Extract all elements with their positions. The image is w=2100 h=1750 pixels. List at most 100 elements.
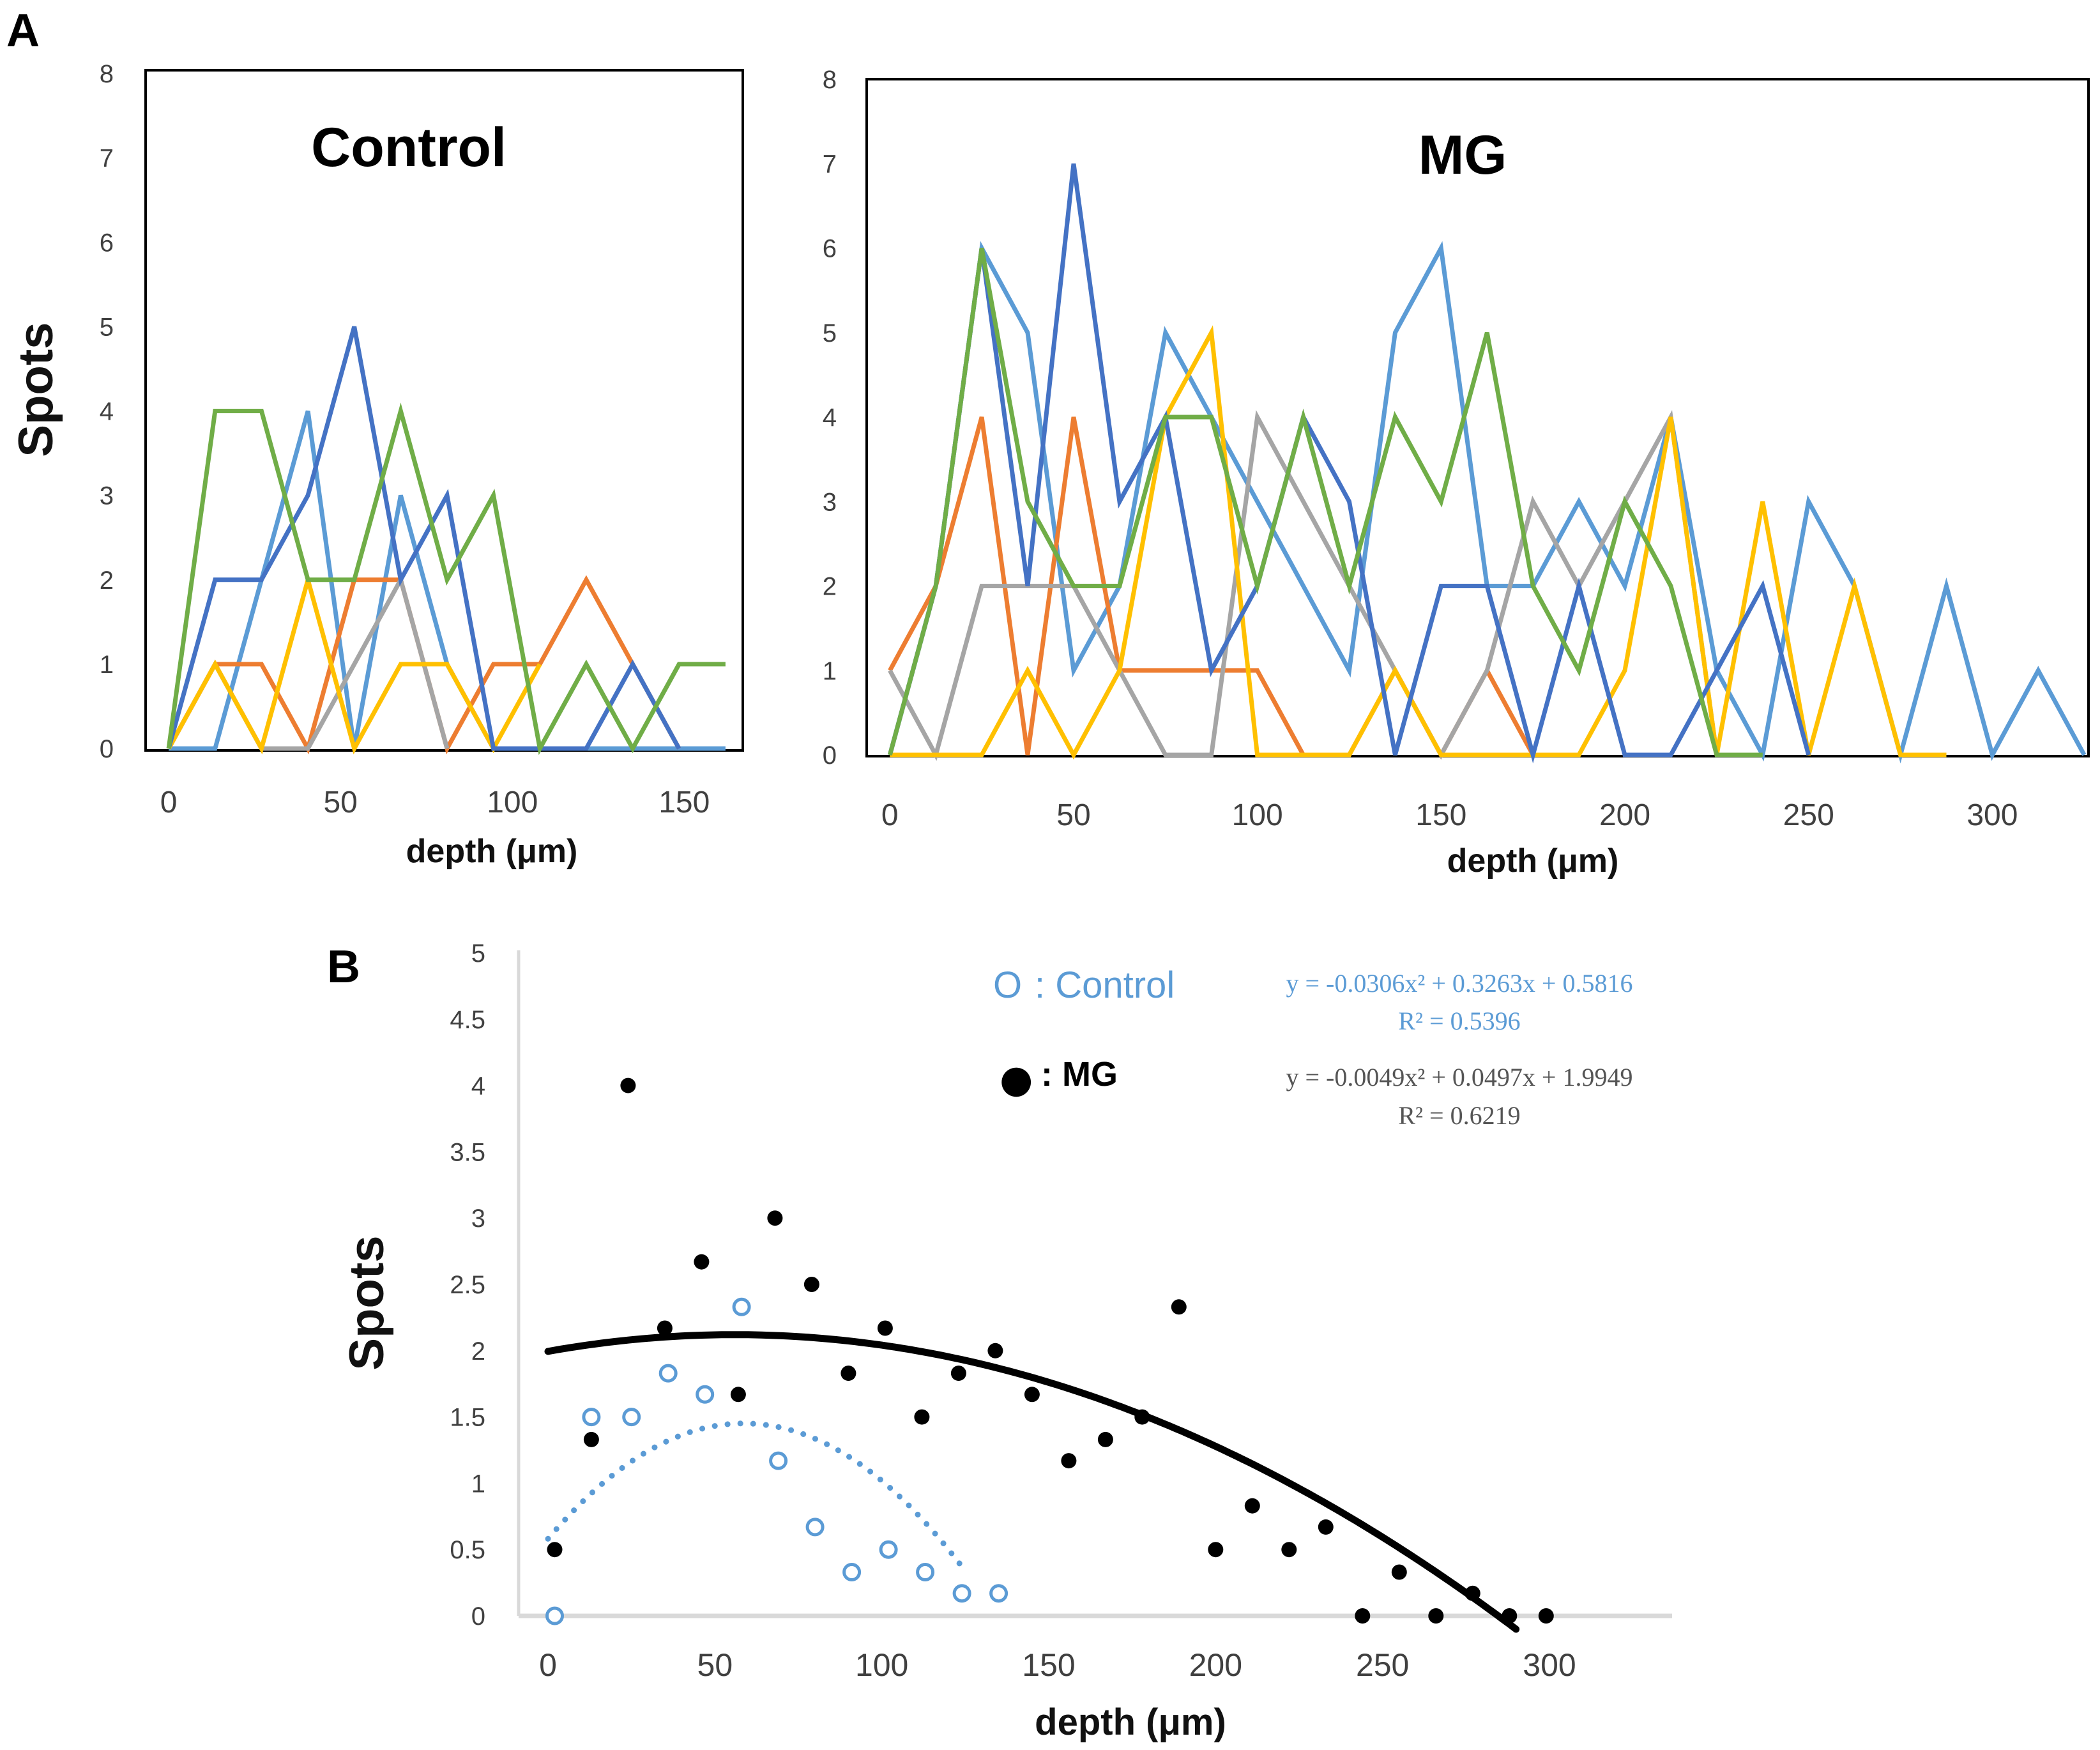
control-y-ticks: 0 1 2 3 4 5 6 7 8: [100, 60, 114, 763]
panel-label-a: A: [6, 5, 40, 56]
mg-x-tick-label: 250: [1783, 798, 1834, 832]
mg-y-tick-label: 7: [823, 150, 837, 178]
mg-series-6-line: [887, 247, 1763, 757]
control-equation: y = -0.0306x² + 0.3263x + 0.5816: [1286, 969, 1633, 998]
fit-x-tick-label: 250: [1356, 1647, 1409, 1683]
mg-y-tick-label: 0: [823, 742, 837, 770]
control-y-axis-label: Spots: [9, 322, 63, 457]
control-chart-title: Control: [311, 117, 506, 178]
fit-mg-point: [1465, 1585, 1480, 1601]
control-y-tick-label: 2: [100, 567, 114, 595]
fit-x-tick-label: 300: [1523, 1647, 1576, 1683]
mg-y-tick-label: 2: [823, 573, 837, 601]
mg-y-tick-label: 4: [823, 404, 837, 432]
fit-control-point: [622, 1408, 641, 1427]
control-x-tick-label: 0: [160, 786, 178, 819]
fit-mg-point: [730, 1387, 746, 1403]
mg-x-tick-label: 200: [1599, 798, 1650, 832]
control-series-5-line: [166, 326, 681, 751]
mg-y-tick-label: 6: [823, 235, 837, 263]
fit-control-point: [952, 1584, 971, 1603]
fit-mg-point: [1281, 1542, 1297, 1558]
fit-x-tick-label: 0: [539, 1647, 557, 1683]
fit-mg-point: [1097, 1431, 1113, 1447]
fit-control-point: [696, 1385, 715, 1404]
fit-control-point: [545, 1606, 564, 1625]
fit-x-tick-label: 150: [1022, 1647, 1075, 1683]
control-line-chart: Control 0 1 2 3 4 5 6 7 8 0 50 100 150 depth (μm) S…: [9, 60, 744, 870]
fit-y-axis-label: Spots: [340, 1235, 394, 1370]
fit-mg-point: [1502, 1608, 1518, 1624]
control-r2: R² = 0.5396: [1398, 1007, 1520, 1035]
fit-mg-point: [1355, 1608, 1371, 1624]
fit-mg-trend-line: [544, 1331, 1520, 1633]
fit-mg-point: [583, 1431, 599, 1447]
mg-series-4-line: [890, 325, 1947, 760]
control-y-tick-label: 3: [100, 482, 114, 510]
mg-line-chart: MG 0 1 2 3 4 5 6 7 8 0 50 100 150 200 250 300 depth (μ…: [823, 66, 2090, 879]
control-series-6-line: [166, 402, 726, 756]
mg-series: [887, 163, 2087, 764]
control-y-tick-label: 5: [100, 313, 114, 341]
fit-y-tick-label: 3.5: [450, 1138, 485, 1166]
fit-mg-point: [1171, 1299, 1187, 1315]
fit-mg-point: [1024, 1387, 1040, 1403]
mg-y-tick-label: 1: [823, 657, 837, 685]
control-series: [166, 326, 726, 756]
fit-mg-point: [877, 1320, 893, 1336]
mg-x-tick-label: 300: [1967, 798, 2018, 832]
fit-mg-point: [1134, 1409, 1150, 1425]
panel-label-b: B: [327, 941, 360, 993]
mg-y-ticks: 0 1 2 3 4 5 6 7 8: [823, 66, 837, 770]
fit-mg-point: [767, 1210, 783, 1226]
fit-mg-point: [841, 1366, 856, 1381]
fit-mg-point: [547, 1542, 563, 1558]
fit-mg-point: [950, 1366, 966, 1381]
control-x-axis-label: depth (μm): [406, 833, 578, 870]
fit-mg-point: [620, 1077, 636, 1093]
fit-control-trend-line: [545, 1420, 965, 1570]
fit-y-tick-label: 2: [471, 1337, 485, 1366]
fit-mg-point: [803, 1277, 819, 1292]
fit-legend: O : Control ● : MG: [993, 964, 1175, 1102]
control-y-tick-label: 6: [100, 229, 114, 257]
fit-trend-lines: [544, 1331, 1520, 1633]
control-y-tick-label: 8: [100, 60, 114, 88]
mg-equation: y = -0.0049x² + 0.0497x + 1.9949: [1286, 1063, 1633, 1092]
fit-y-tick-label: 1: [471, 1470, 485, 1498]
fit-control-point: [989, 1584, 1008, 1603]
control-y-tick-label: 4: [100, 398, 114, 426]
control-x-tick-label: 100: [487, 786, 538, 819]
fit-control-point: [879, 1540, 898, 1559]
mg-chart-title: MG: [1419, 125, 1507, 186]
fit-control-point: [732, 1297, 751, 1316]
mg-y-tick-label: 3: [823, 488, 837, 516]
fit-x-ticks: 0 50 100 150 200 250 300: [539, 1647, 1576, 1683]
control-y-tick-label: 1: [100, 651, 114, 679]
mg-y-tick-label: 5: [823, 319, 837, 347]
mg-series-1-line: [887, 241, 2087, 764]
fit-mg-point: [1208, 1542, 1224, 1558]
mg-x-tick-label: 100: [1232, 798, 1283, 832]
legend-control-marker: O: [993, 964, 1022, 1006]
control-series-4-line: [167, 571, 542, 755]
fit-y-tick-label: 4.5: [450, 1006, 485, 1034]
fit-x-tick-label: 200: [1189, 1647, 1242, 1683]
fit-points: [545, 1077, 1554, 1625]
mg-x-tick-label: 0: [881, 798, 899, 832]
fit-control-point: [658, 1364, 678, 1383]
mg-x-ticks: 0 50 100 150 200 250 300: [881, 798, 2018, 832]
fit-y-tick-label: 0.5: [450, 1536, 485, 1564]
legend-control-label: : Control: [1035, 964, 1175, 1006]
fit-y-tick-label: 3: [471, 1205, 485, 1233]
mg-r2: R² = 0.6219: [1398, 1101, 1520, 1130]
fit-mg-point: [694, 1254, 710, 1270]
fit-mg-point: [987, 1343, 1003, 1358]
fit-mg-point: [1391, 1564, 1407, 1580]
fit-y-tick-label: 1.5: [450, 1404, 485, 1432]
fit-x-tick-label: 50: [697, 1647, 733, 1683]
control-y-tick-label: 0: [100, 735, 114, 763]
fit-scatter-chart: 0 0.5 1 1.5 2 2.5 3 3.5 4 4.5 5 0 50 100 150 200 250 300…: [340, 940, 1672, 1743]
fit-control-point: [769, 1451, 788, 1470]
control-x-tick-label: 50: [323, 786, 357, 819]
